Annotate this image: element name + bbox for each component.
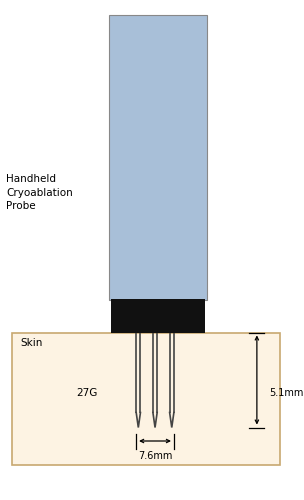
Bar [109,15,207,300]
Bar [111,298,205,332]
Text: 5.1mm: 5.1mm [269,388,303,398]
Bar [12,332,280,465]
Text: 27G: 27G [76,388,97,398]
Text: Skin: Skin [21,338,43,347]
Text: 7.6mm: 7.6mm [138,451,172,461]
Text: Handheld
Cryoablation
Probe: Handheld Cryoablation Probe [6,174,73,210]
